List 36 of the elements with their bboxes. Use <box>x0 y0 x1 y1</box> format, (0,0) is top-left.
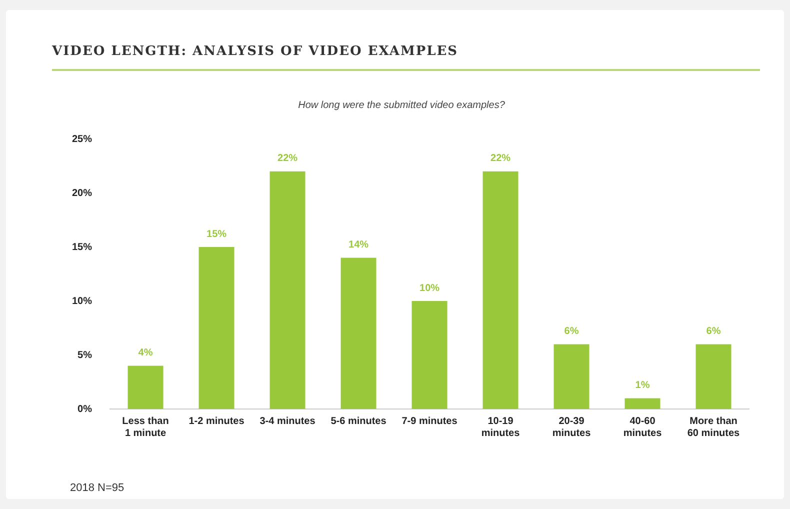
bar <box>482 171 518 409</box>
data-label: 10% <box>420 282 440 294</box>
data-label: 14% <box>348 240 369 251</box>
data-label: 4% <box>138 348 153 359</box>
x-tick-label: Less than 1 minute <box>122 416 169 439</box>
bar <box>128 366 164 409</box>
data-label: 22% <box>490 153 511 164</box>
bar <box>198 247 234 409</box>
bar <box>340 258 376 409</box>
bar <box>270 171 306 409</box>
y-tick-label: 15% <box>72 242 92 253</box>
data-label: 1% <box>635 380 650 391</box>
bar <box>624 398 660 409</box>
y-tick-label: 5% <box>78 350 92 361</box>
x-tick-label: 3-4 minutes <box>260 416 316 427</box>
chart-title: VIDEO LENGTH: ANALYSIS OF VIDEO EXAMPLES <box>52 44 760 71</box>
data-label: 6% <box>564 326 579 337</box>
y-tick-label: 10% <box>72 296 92 307</box>
x-tick-label: 1-2 minutes <box>188 416 245 427</box>
y-tick-label: 25% <box>72 134 92 145</box>
data-label: 6% <box>706 326 721 337</box>
chart-subtitle: How long were the submitted video examples? <box>298 100 506 111</box>
data-label: 22% <box>278 153 298 164</box>
x-tick-label: 7-9 minutes <box>402 416 458 427</box>
bar <box>696 344 732 409</box>
bar <box>554 344 590 409</box>
y-tick-label: 20% <box>72 188 92 199</box>
x-tick-label: 40-60 minutes <box>623 416 662 439</box>
x-tick-label: 20-39 minutes <box>552 416 592 439</box>
x-tick-label: 10-19 minutes <box>481 416 520 439</box>
text: 2018 N=95 <box>70 482 124 494</box>
bar <box>412 301 448 409</box>
x-tick-label: 5-6 minutes <box>330 416 387 427</box>
data-label: 15% <box>206 228 227 240</box>
x-tick-label: More than 60 minutes <box>687 416 740 439</box>
y-tick-label: 0% <box>78 404 92 415</box>
